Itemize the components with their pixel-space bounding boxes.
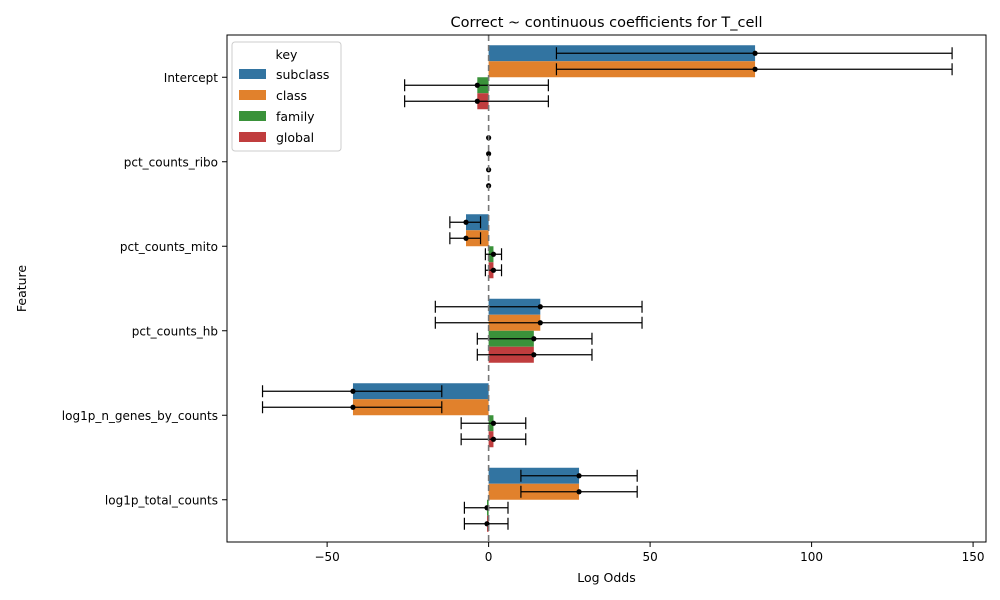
legend-swatch-subclass (239, 69, 266, 79)
point-subclass-log1p_n_genes_by_counts (350, 388, 356, 394)
legend-swatch-class (239, 90, 266, 100)
y-tick-label: Intercept (164, 71, 219, 85)
x-tick-label: −50 (314, 550, 339, 564)
legend-label-subclass: subclass (276, 67, 329, 82)
point-family-Intercept (474, 82, 480, 88)
point-subclass-pct_counts_mito (463, 219, 469, 225)
point-family-pct_counts_hb (531, 336, 537, 342)
x-tick-label: 0 (485, 550, 493, 564)
legend-swatch-global (239, 132, 266, 142)
legend-label-global: global (276, 130, 314, 145)
legend-entries: subclass class family global (239, 67, 329, 145)
x-tick-label: 150 (962, 550, 985, 564)
y-tick-label: log1p_n_genes_by_counts (62, 409, 218, 423)
chart-title: Correct ~ continuous coefficients for T_… (451, 15, 763, 31)
legend: key subclass class family global (231, 41, 342, 152)
y-tick-label: log1p_total_counts (105, 493, 218, 507)
point-global-log1p_n_genes_by_counts (490, 436, 497, 442)
error-bars-layer (261, 47, 953, 530)
x-tick-label: 50 (642, 550, 657, 564)
point-class-log1p_total_counts (576, 489, 582, 495)
x-axis: −50 0 50 100 150 (314, 542, 985, 564)
point-class-pct_counts_mito (463, 235, 469, 241)
legend-swatch-family (239, 111, 266, 121)
legend-label-family: family (276, 109, 315, 124)
y-axis-label: Feature (14, 265, 29, 313)
point-class-pct_counts_ribo (486, 151, 492, 157)
bars-layer (352, 45, 756, 532)
legend-label-class: class (276, 88, 307, 103)
y-axis: Intercept pct_counts_ribo pct_counts_mitop… (62, 71, 227, 507)
y-tick-label: pct_counts_hb (132, 324, 218, 338)
point-subclass-Intercept (752, 50, 758, 56)
x-axis-label: Log Odds (577, 570, 636, 585)
point-family-log1p_n_genes_by_counts (490, 420, 497, 426)
point-class-log1p_n_genes_by_counts (350, 404, 356, 410)
point-family-pct_counts_mito (490, 251, 497, 257)
point-subclass-pct_counts_hb (537, 304, 543, 310)
plot-frame (226, 34, 987, 543)
legend-title: key (276, 47, 298, 62)
point-subclass-log1p_total_counts (576, 473, 582, 479)
point-global-pct_counts_mito (490, 267, 497, 273)
y-tick-label: pct_counts_mito (120, 240, 218, 254)
point-global-Intercept (474, 98, 480, 104)
x-tick-label: 100 (800, 550, 823, 564)
y-tick-label: pct_counts_ribo (124, 155, 218, 169)
point-class-Intercept (752, 66, 758, 72)
point-class-pct_counts_hb (537, 320, 543, 326)
point-global-pct_counts_hb (531, 352, 537, 358)
